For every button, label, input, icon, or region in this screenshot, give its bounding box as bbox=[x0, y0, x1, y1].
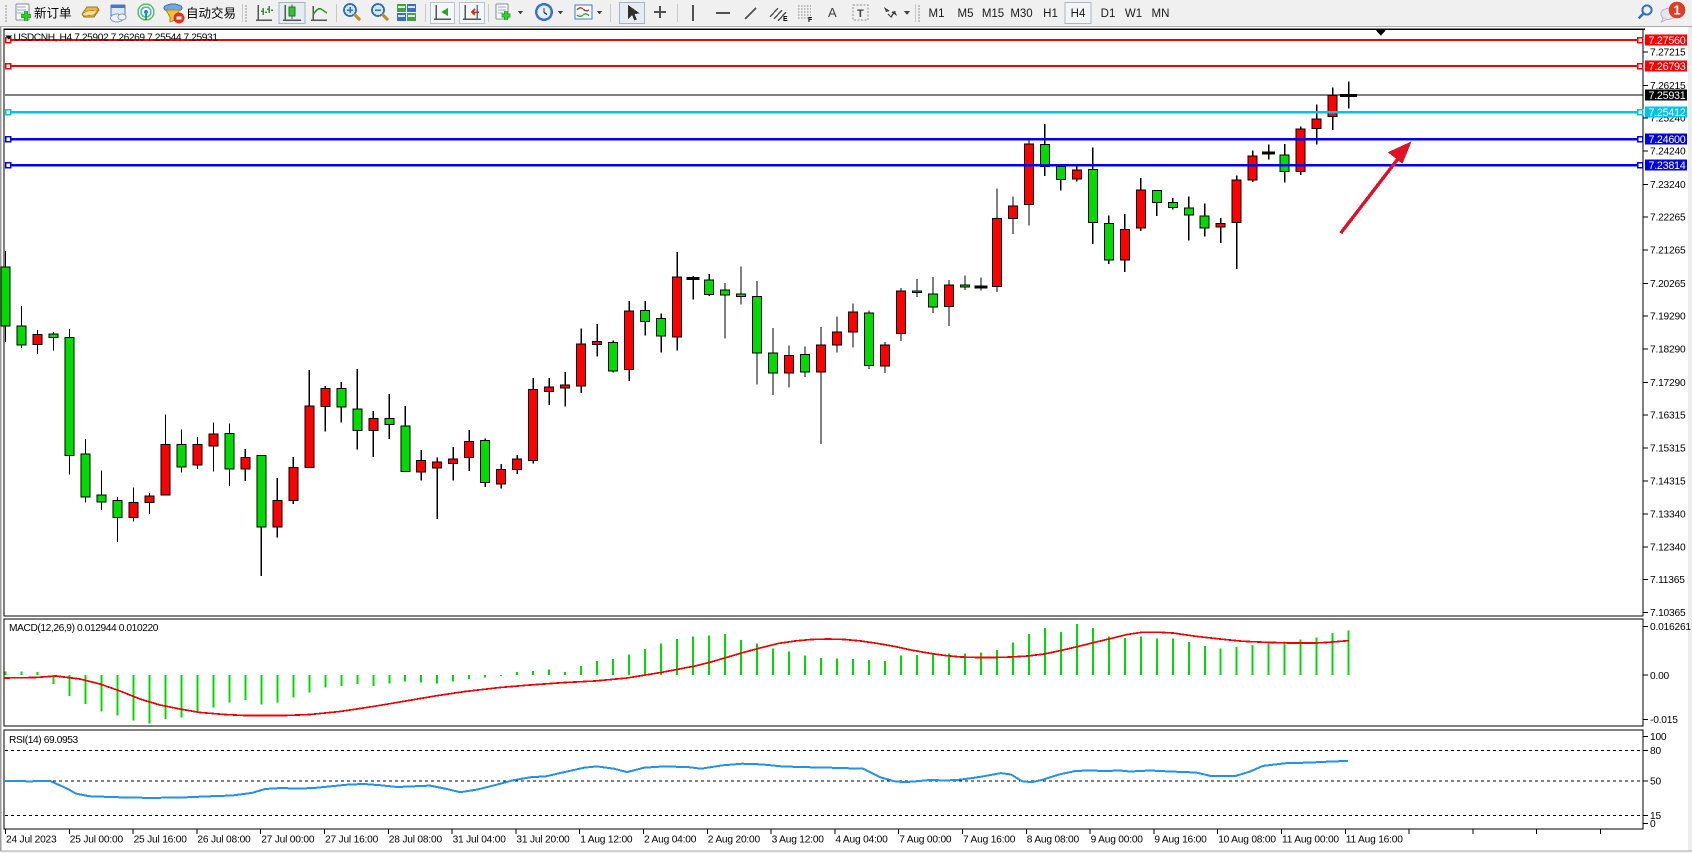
svg-text:50: 50 bbox=[1650, 777, 1661, 788]
svg-text:0: 0 bbox=[1650, 819, 1656, 830]
svg-text:M1: M1 bbox=[929, 8, 945, 20]
svg-text:7.15315: 7.15315 bbox=[1650, 444, 1686, 455]
svg-text:7.27215: 7.27215 bbox=[1650, 48, 1686, 59]
svg-text:M30: M30 bbox=[1010, 8, 1032, 20]
svg-text:7.26793: 7.26793 bbox=[1649, 61, 1686, 73]
svg-text:M15: M15 bbox=[982, 8, 1004, 20]
svg-text:-0.015: -0.015 bbox=[1650, 715, 1678, 726]
svg-text:7 Aug 00:00: 7 Aug 00:00 bbox=[899, 835, 952, 846]
svg-text:D1: D1 bbox=[1101, 8, 1116, 20]
svg-text:25 Jul 16:00: 25 Jul 16:00 bbox=[134, 835, 188, 846]
svg-text:1: 1 bbox=[1673, 3, 1680, 18]
svg-text:7.16315: 7.16315 bbox=[1650, 411, 1686, 422]
svg-text:7.25412: 7.25412 bbox=[1649, 107, 1686, 119]
svg-text:7.21265: 7.21265 bbox=[1650, 246, 1686, 257]
svg-text:MACD(12,26,9) 0.012944 0.01022: MACD(12,26,9) 0.012944 0.010220 bbox=[9, 623, 159, 634]
svg-text:28 Jul 08:00: 28 Jul 08:00 bbox=[389, 835, 443, 846]
svg-text:80: 80 bbox=[1650, 746, 1661, 757]
svg-text:7.17290: 7.17290 bbox=[1650, 378, 1686, 389]
svg-text:M5: M5 bbox=[958, 8, 974, 20]
svg-text:W1: W1 bbox=[1125, 8, 1142, 20]
svg-text:新订单: 新订单 bbox=[34, 6, 72, 21]
svg-text:7.25240: 7.25240 bbox=[1650, 114, 1686, 125]
svg-text:7.18290: 7.18290 bbox=[1650, 345, 1686, 356]
svg-text:7.14315: 7.14315 bbox=[1650, 477, 1686, 488]
svg-text:H4: H4 bbox=[1071, 8, 1086, 20]
svg-text:4 Aug 04:00: 4 Aug 04:00 bbox=[835, 835, 888, 846]
svg-text:7.23240: 7.23240 bbox=[1650, 180, 1686, 191]
svg-text:7.24240: 7.24240 bbox=[1650, 147, 1686, 158]
svg-text:7.24600: 7.24600 bbox=[1649, 134, 1686, 146]
svg-text:T: T bbox=[857, 8, 864, 20]
svg-text:7.23814: 7.23814 bbox=[1649, 160, 1686, 172]
svg-text:2 Aug 04:00: 2 Aug 04:00 bbox=[644, 835, 697, 846]
svg-text:MN: MN bbox=[1152, 8, 1170, 20]
svg-text:7.26215: 7.26215 bbox=[1650, 81, 1686, 92]
svg-text:E: E bbox=[783, 16, 788, 23]
svg-text:31 Jul 04:00: 31 Jul 04:00 bbox=[453, 835, 507, 846]
svg-text:7.20265: 7.20265 bbox=[1650, 279, 1686, 290]
svg-text:7.12340: 7.12340 bbox=[1650, 543, 1686, 554]
svg-text:31 Jul 20:00: 31 Jul 20:00 bbox=[516, 835, 570, 846]
svg-text:自动交易: 自动交易 bbox=[186, 6, 236, 21]
svg-text:7.19290: 7.19290 bbox=[1650, 312, 1686, 323]
svg-text:27 Jul 00:00: 27 Jul 00:00 bbox=[261, 835, 315, 846]
svg-text:15: 15 bbox=[1650, 811, 1661, 822]
svg-text:100: 100 bbox=[1650, 732, 1667, 743]
svg-text:7.27560: 7.27560 bbox=[1649, 35, 1686, 47]
svg-text:H1: H1 bbox=[1043, 8, 1058, 20]
svg-text:25 Jul 00:00: 25 Jul 00:00 bbox=[70, 835, 124, 846]
svg-text:7 Aug 16:00: 7 Aug 16:00 bbox=[963, 835, 1016, 846]
svg-text:2 Aug 20:00: 2 Aug 20:00 bbox=[708, 835, 761, 846]
svg-text:7.13340: 7.13340 bbox=[1650, 510, 1686, 521]
svg-text:9 Aug 00:00: 9 Aug 00:00 bbox=[1091, 835, 1144, 846]
svg-text:7.10365: 7.10365 bbox=[1650, 608, 1686, 619]
svg-text:11 Aug 16:00: 11 Aug 16:00 bbox=[1346, 835, 1403, 846]
svg-text:7.22265: 7.22265 bbox=[1650, 213, 1686, 224]
svg-text:26 Jul 08:00: 26 Jul 08:00 bbox=[197, 835, 251, 846]
svg-text:RSI(14) 69.0953: RSI(14) 69.0953 bbox=[9, 735, 78, 746]
svg-text:10 Aug 08:00: 10 Aug 08:00 bbox=[1218, 835, 1276, 846]
svg-text:7.11365: 7.11365 bbox=[1650, 575, 1685, 586]
svg-text:USDCNH, H4 7.25902 7.26269 7.: USDCNH, H4 7.25902 7.26269 7.25544 7.259… bbox=[14, 32, 219, 43]
svg-text:3 Aug 12:00: 3 Aug 12:00 bbox=[772, 835, 825, 846]
svg-text:27 Jul 16:00: 27 Jul 16:00 bbox=[325, 835, 379, 846]
svg-text:F: F bbox=[808, 17, 813, 24]
svg-text:11 Aug 00:00: 11 Aug 00:00 bbox=[1282, 835, 1339, 846]
svg-text:24 Jul 2023: 24 Jul 2023 bbox=[6, 835, 57, 846]
svg-text:9 Aug 16:00: 9 Aug 16:00 bbox=[1154, 835, 1207, 846]
svg-text:A: A bbox=[828, 5, 837, 20]
svg-text:7.25931: 7.25931 bbox=[1649, 90, 1686, 102]
svg-text:8 Aug 08:00: 8 Aug 08:00 bbox=[1027, 835, 1080, 846]
svg-text:1 Aug 12:00: 1 Aug 12:00 bbox=[580, 835, 633, 846]
svg-text:0.00: 0.00 bbox=[1650, 671, 1670, 682]
svg-text:0.016261: 0.016261 bbox=[1650, 622, 1691, 633]
